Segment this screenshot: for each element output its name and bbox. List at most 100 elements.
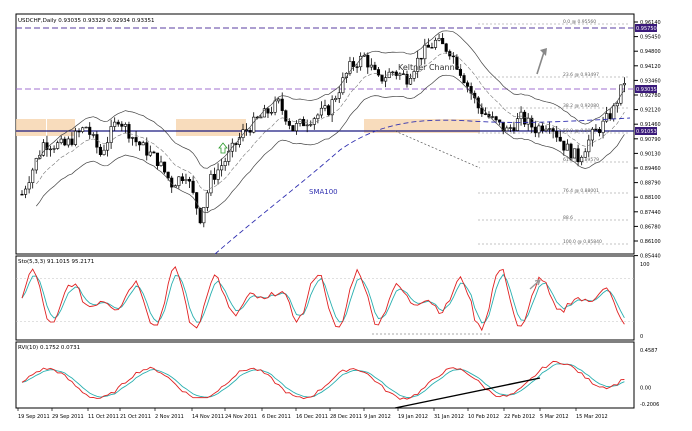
candle-body [587,139,591,153]
candle-body [437,38,441,41]
rvi-main-line [21,360,625,400]
candle-body [316,114,320,119]
candle-body [56,142,60,149]
candle-body [476,97,480,109]
price-label-text: 0.95750 [636,26,657,32]
price-label-text: 0.93035 [636,87,657,93]
candle-body [262,108,266,118]
candle-body [73,130,78,145]
fibonacci-label: 76.4 @ 0.88001 [563,188,599,194]
date-tick-label: 14 Nov 2011 [192,414,224,420]
candle-body [323,105,327,109]
candle-body [512,127,516,131]
keltner-middle [36,52,625,191]
support-zone [47,119,75,136]
candle-body [269,111,274,114]
candle-body [562,140,566,151]
price-tick-label: 0.86100 [640,239,661,245]
price-label-text: 0.91053 [636,129,657,135]
rvi-trend-line [394,377,541,409]
candle-body [466,82,470,87]
up-arrow-shaft [536,51,545,75]
candle-body [597,129,602,133]
rvi-panel [21,360,625,409]
candle-body [163,161,167,173]
candle-body [558,136,562,142]
rvi-signal-line [21,363,625,399]
candle-body [580,156,584,163]
price-label-box [635,85,657,93]
candle-body [462,75,466,84]
candle-body [98,146,102,155]
candle-body [515,118,520,131]
candle-body [70,138,74,145]
date-tick-label: 6 Dec 2011 [262,414,291,420]
candle-body [416,57,420,72]
candle-body [294,123,299,132]
candle-body [572,148,577,159]
candle-body [184,179,188,181]
price-tick-label: 0.94120 [640,64,661,70]
candle-body [109,126,113,143]
candle-body [195,192,199,209]
price-tick-label: 0.91460 [640,122,661,128]
candle-body [480,107,484,115]
date-tick-label: 5 Mar 2012 [540,414,569,420]
date-tick-label: 19 Sep 2011 [18,414,50,420]
candle-body [405,73,409,85]
sto-main-line [21,266,625,332]
candle-body [327,105,331,116]
candle-body [130,137,135,139]
sma100-line [214,117,631,255]
price-tick-label: 0.93460 [640,78,661,84]
date-tick-label: 15 Mar 2012 [576,414,608,420]
candle-body [145,142,149,156]
rvi-tick-label: -0.2006 [640,402,659,408]
rvi-panel-frame [15,341,635,409]
candle-body [430,47,434,49]
candle-body [66,138,70,146]
candle-body [423,44,427,60]
candle-body [81,127,85,132]
candle-body [594,128,598,131]
price-tick-label: 0.96140 [640,20,661,26]
candle-body [134,137,138,143]
candle-body [330,99,334,116]
candle-body [152,151,156,154]
candle-body [565,143,569,151]
support-zone [16,119,46,136]
candle-body [337,92,341,99]
candle-body [540,125,544,131]
candle-body [409,78,413,85]
candle-body [216,169,220,180]
date-tick-label: 2 Nov 2011 [155,414,184,420]
candle-body [384,77,388,82]
candle-body [41,142,45,156]
candle-body [426,44,430,48]
candle-body [59,138,63,143]
keltner-lower [36,74,625,214]
price-tick-label: 0.95450 [640,35,661,41]
candle-body [291,125,295,132]
green-up-arrow [218,142,228,154]
candle-body [444,43,448,52]
candle-body [451,55,455,58]
candle-body [355,66,359,68]
candle-body [394,71,398,76]
candle-body [380,74,384,82]
price-tick-label: 0.92120 [640,108,661,114]
fibonacci-label: 23.6 @ 0.93497 [563,72,599,78]
price-label-box [635,24,657,32]
candle-body [116,121,120,125]
price-tick-label: 0.88100 [640,195,661,201]
rvi-tick-label: 0.00 [640,386,651,392]
candle-body [113,121,117,127]
candle-body [441,38,445,45]
candle-body [455,56,459,70]
candle-body [287,120,291,126]
date-tick-label: 28 Dec 2011 [330,414,362,420]
candle-body [106,142,110,151]
candle-body [608,113,612,119]
